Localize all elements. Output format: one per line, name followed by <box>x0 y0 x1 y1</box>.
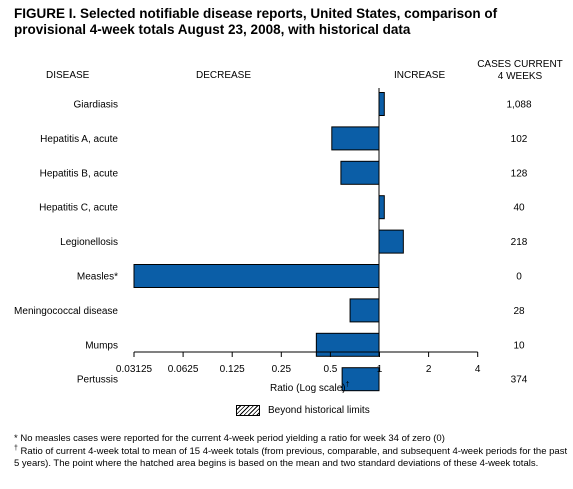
bar-7 <box>315 332 380 357</box>
cases-value: 1,088 <box>506 100 531 111</box>
legend: Beyond historical limits <box>236 405 370 417</box>
bar-6 <box>349 298 380 323</box>
hatched-legend-swatch <box>236 405 260 416</box>
x-tick-label: 2 <box>426 364 432 375</box>
x-tick-label: 0.0625 <box>168 364 199 375</box>
x-axis-label-mark: † <box>345 381 350 389</box>
category-label: Legionellosis <box>60 237 118 248</box>
category-label: Hepatitis B, acute <box>40 168 119 179</box>
category-label: Pertussis <box>77 375 118 386</box>
x-tick-label: 0.25 <box>272 364 292 375</box>
category-label: Hepatitis A, acute <box>40 134 118 145</box>
cases-value: 102 <box>511 134 528 145</box>
x-tick-label: 4 <box>475 364 481 375</box>
x-axis-label: Ratio (Log scale)† <box>270 381 350 394</box>
bar-4 <box>378 229 404 254</box>
disease-column-header: DISEASE <box>46 70 90 81</box>
bar-1 <box>331 126 380 151</box>
category-label: Mumps <box>85 340 118 351</box>
category-label: Measles* <box>77 272 118 283</box>
category-label: Meningococcal disease <box>14 306 118 317</box>
footnote-ratio: † Ratio of current 4-week total to mean … <box>14 444 570 469</box>
cases-value: 374 <box>511 375 528 386</box>
decrease-header: DECREASE <box>196 70 252 81</box>
x-axis-label-text: Ratio (Log scale) <box>270 383 346 394</box>
category-label: Hepatitis C, acute <box>39 203 118 214</box>
legend-label: Beyond historical limits <box>268 405 370 417</box>
cases-column-header: CASES CURRENT 4 WEEKS <box>470 59 570 83</box>
cases-value: 0 <box>516 272 522 283</box>
bar-2 <box>340 160 380 185</box>
cases-value: 128 <box>511 168 528 179</box>
increase-header: INCREASE <box>394 70 446 81</box>
cases-value: 218 <box>511 237 528 248</box>
x-tick-label: 0.5 <box>323 364 337 375</box>
footnote-ratio-mark: † <box>14 444 18 452</box>
cases-value: 28 <box>513 306 525 317</box>
figure-title: FIGURE I. Selected notifiable disease re… <box>14 6 498 37</box>
bar-3 <box>378 195 385 220</box>
cases-header-line2: 4 WEEKS <box>497 71 543 82</box>
x-tick-label: 0.03125 <box>116 364 153 375</box>
footnote-measles: * No measles cases were reported for the… <box>14 433 445 444</box>
bar-5 <box>133 264 380 288</box>
cases-header-line1: CASES CURRENT <box>477 59 563 70</box>
category-label: Giardiasis <box>74 100 118 111</box>
cases-value: 10 <box>513 340 525 351</box>
x-tick-label: 0.125 <box>220 364 245 375</box>
x-tick-label: 1 <box>377 364 383 375</box>
cases-value: 40 <box>513 203 525 214</box>
bar-8 <box>341 367 380 392</box>
footnote-ratio-text: Ratio of current 4-week total to mean of… <box>14 446 568 469</box>
bar-0 <box>378 92 385 116</box>
